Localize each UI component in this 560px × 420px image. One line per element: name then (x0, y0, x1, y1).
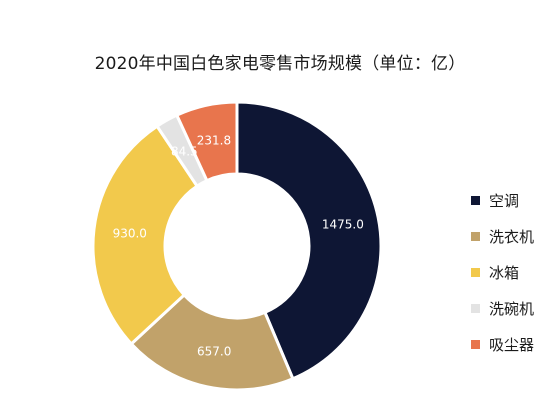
value-label-ac: 1475.0 (322, 218, 364, 232)
donut-slice-vacuum (174, 100, 239, 183)
legend: 空调 洗衣机 冰箱 洗碗机 吸尘器 (471, 190, 534, 370)
value-label-dishwasher: 84.5 (171, 145, 198, 159)
legend-item-ac: 空调 (471, 190, 534, 210)
value-label-washing-machine: 657.0 (197, 345, 231, 359)
chart-title: 2020年中国白色家电零售市场规模（单位：亿） (94, 54, 466, 74)
legend-item-dishwasher: 洗碗机 (471, 298, 534, 318)
legend-swatch-vacuum (471, 339, 480, 349)
legend-label-ac: 空调 (489, 191, 520, 210)
donut-slice-refrigerator (91, 124, 200, 346)
legend-label-washing-machine: 洗衣机 (489, 227, 535, 246)
value-label-refrigerator: 930.0 (113, 226, 147, 240)
legend-swatch-dishwasher (471, 303, 480, 313)
legend-label-vacuum: 吸尘器 (489, 335, 535, 354)
donut-slices (91, 100, 383, 392)
value-label-vacuum: 231.8 (197, 133, 231, 147)
legend-item-washing-machine: 洗衣机 (471, 226, 534, 246)
legend-swatch-washing-machine (471, 231, 480, 241)
legend-label-refrigerator: 冰箱 (489, 263, 520, 282)
legend-swatch-ac (471, 195, 480, 205)
legend-swatch-refrigerator (471, 267, 480, 277)
legend-label-dishwasher: 洗碗机 (489, 299, 535, 318)
donut-slice-washing-machine (129, 292, 295, 392)
legend-item-vacuum: 吸尘器 (471, 334, 534, 354)
legend-item-refrigerator: 冰箱 (471, 262, 534, 282)
donut-slice-ac (235, 100, 383, 381)
